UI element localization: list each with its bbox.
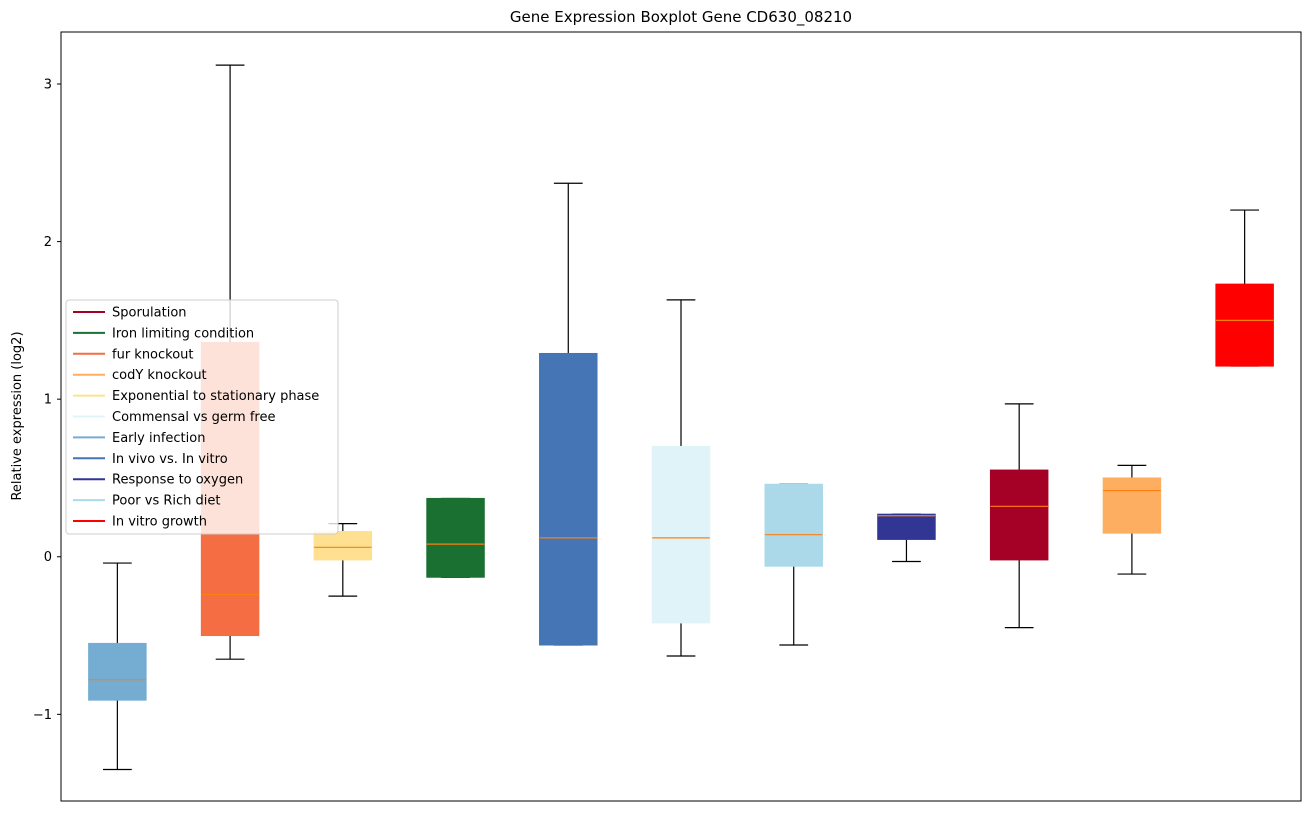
box	[989, 469, 1049, 561]
box-group-9	[989, 403, 1049, 629]
chart-title: Gene Expression Boxplot Gene CD630_08210	[510, 8, 852, 27]
legend-item: fur knockout	[73, 347, 194, 362]
box-group-6	[651, 299, 711, 657]
legend-item: Poor vs Rich diet	[73, 494, 220, 509]
y-tick-label: 1	[44, 393, 52, 408]
y-axis-label: Relative expression (log2)	[10, 331, 25, 500]
legend-label: Poor vs Rich diet	[112, 494, 220, 509]
legend-item: Sporulation	[73, 306, 187, 321]
legend-item: In vivo vs. In vitro	[73, 452, 228, 467]
legend-label: fur knockout	[112, 347, 194, 362]
legend-label: codY knockout	[112, 368, 207, 383]
legend-label: Commensal vs germ free	[112, 410, 275, 425]
y-tick-label: 2	[44, 235, 52, 250]
legend-label: Sporulation	[112, 306, 187, 321]
y-tick-label: −1	[33, 708, 52, 723]
legend-item: Exponential to stationary phase	[73, 389, 319, 404]
box-group-3	[313, 523, 373, 597]
legend-item: codY knockout	[73, 368, 207, 383]
legend-item: Iron limiting condition	[73, 326, 254, 341]
box	[764, 483, 823, 567]
legend-label: Exponential to stationary phase	[112, 389, 319, 404]
legend-label: Early infection	[112, 431, 205, 446]
box-group-5	[539, 182, 598, 646]
box	[88, 642, 147, 701]
box-group-10	[1102, 464, 1162, 575]
legend-label: In vivo vs. In vitro	[112, 452, 228, 467]
box	[313, 531, 373, 561]
legend-item: Early infection	[73, 431, 205, 446]
legend-label: Iron limiting condition	[112, 326, 254, 341]
box	[539, 352, 598, 646]
legend-label: In vitro growth	[112, 515, 207, 530]
box	[1215, 283, 1274, 367]
legend-label: Response to oxygen	[112, 473, 243, 488]
box	[1102, 477, 1162, 534]
y-tick-label: 3	[44, 78, 52, 93]
legend-item: Commensal vs germ free	[73, 410, 275, 425]
legend-item: Response to oxygen	[73, 473, 243, 488]
box-group-1	[88, 562, 147, 771]
y-tick-label: 0	[44, 550, 52, 565]
box	[877, 513, 936, 540]
box-group-4	[426, 497, 485, 578]
legend: Sporulation Iron limiting condition fur kn…	[65, 299, 339, 535]
legend-item: In vitro growth	[73, 515, 207, 530]
box	[651, 445, 711, 624]
legend-frame	[65, 299, 339, 535]
axes-frame	[60, 31, 1302, 802]
y-axis: −1 0 1 2 3	[33, 78, 61, 723]
box-group-7	[764, 483, 823, 646]
box-group-8	[877, 513, 936, 563]
box-group-11	[1215, 209, 1274, 367]
box	[426, 497, 485, 578]
